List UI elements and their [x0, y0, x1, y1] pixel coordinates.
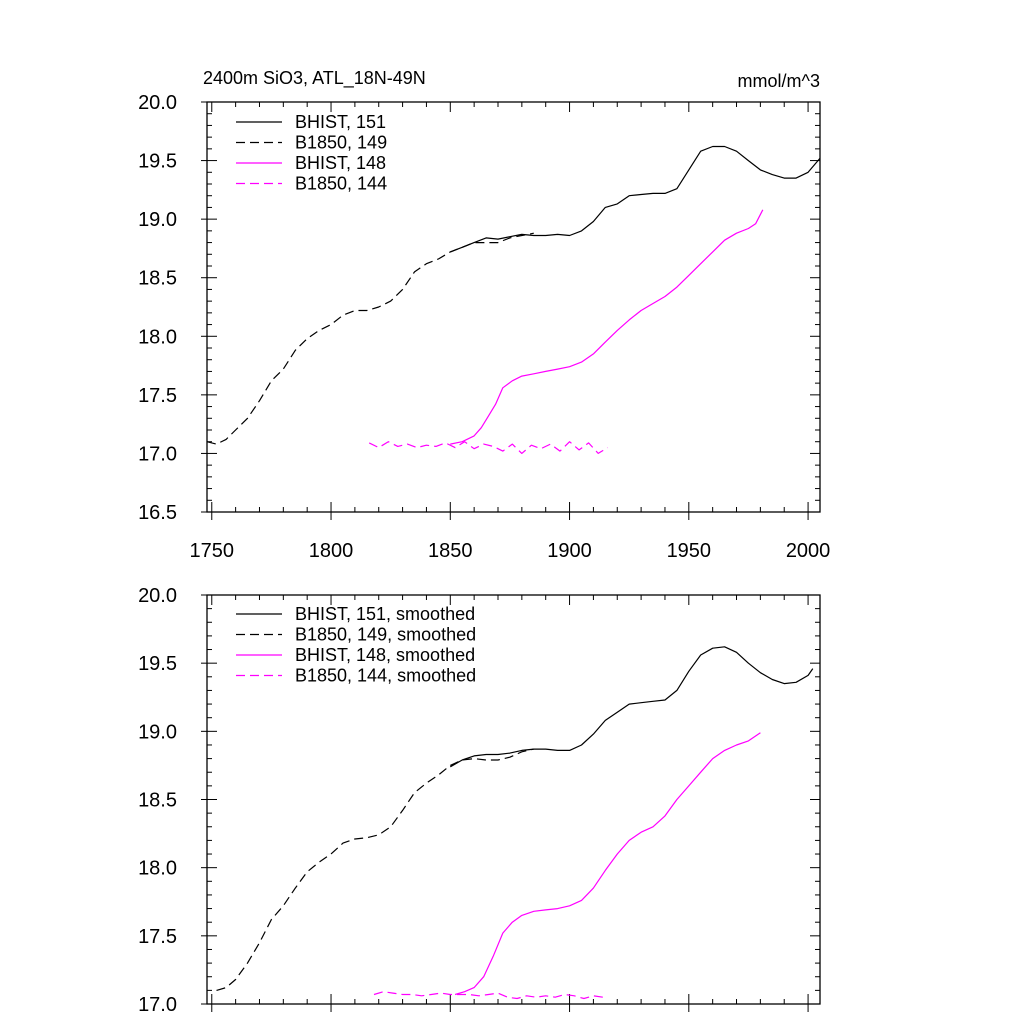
bottom-panel: 17.0 17.5 18.0 18.5 19.0 19.5 20.0 BHIST, 151, … — [138, 585, 821, 1016]
legend-label: B1850, 149 — [295, 133, 387, 153]
y-tick-label: 20.0 — [138, 585, 177, 607]
chart-title: 2400m SiO3, ATL_18N-49N — [203, 68, 426, 89]
legend-label: BHIST, 148 — [295, 153, 386, 173]
x-tick-label: 1750 — [190, 540, 235, 562]
y-tick-label: 18.0 — [138, 858, 177, 880]
x-tick-label: 2000 — [786, 540, 831, 562]
plot-frame — [206, 101, 821, 513]
legend-label: BHIST, 148, smoothed — [295, 645, 475, 665]
y-tick-label: 17.0 — [138, 994, 177, 1016]
series-line-1 — [206, 232, 534, 445]
y-tick-label: 17.0 — [138, 443, 177, 465]
top-panel: 1750 1800 1850 1900 1950 2000 16.5 17.0 17.5 18.0… — [138, 92, 830, 562]
series-line-3 — [373, 991, 603, 1000]
y-tick-label: 19.5 — [138, 151, 177, 173]
y-tick-label: 20.0 — [138, 92, 177, 114]
y-tick-label: 19.0 — [138, 721, 177, 743]
y-tick-label: 19.5 — [138, 653, 177, 675]
y-tick-label: 18.5 — [138, 790, 177, 812]
units-label: mmol/m^3 — [738, 71, 820, 91]
x-tick-label: 1900 — [547, 540, 592, 562]
x-tick-label: 1800 — [309, 540, 354, 562]
series-line-0 — [450, 646, 814, 768]
legend-label: B1850, 144, smoothed — [295, 666, 476, 686]
y-tick-label: 17.5 — [138, 385, 177, 407]
y-tick-label: 16.5 — [138, 502, 177, 524]
legend-label: B1850, 149, smoothed — [295, 625, 476, 645]
x-tick-label: 1850 — [428, 540, 473, 562]
series-line-0 — [450, 145, 821, 253]
y-tick-label: 19.0 — [138, 209, 177, 231]
series-line-1 — [216, 748, 534, 991]
y-tick-label: 18.5 — [138, 268, 177, 290]
legend-label: BHIST, 151, smoothed — [295, 604, 475, 624]
legend-label: B1850, 144 — [295, 174, 387, 194]
y-tick-label: 17.5 — [138, 926, 177, 948]
series-line-2 — [454, 732, 761, 996]
x-tick-label: 1950 — [667, 540, 712, 562]
legend-label: BHIST, 151 — [295, 112, 386, 132]
y-tick-label: 18.0 — [138, 326, 177, 348]
series-line-3 — [368, 441, 609, 454]
series-line-2 — [450, 209, 764, 445]
